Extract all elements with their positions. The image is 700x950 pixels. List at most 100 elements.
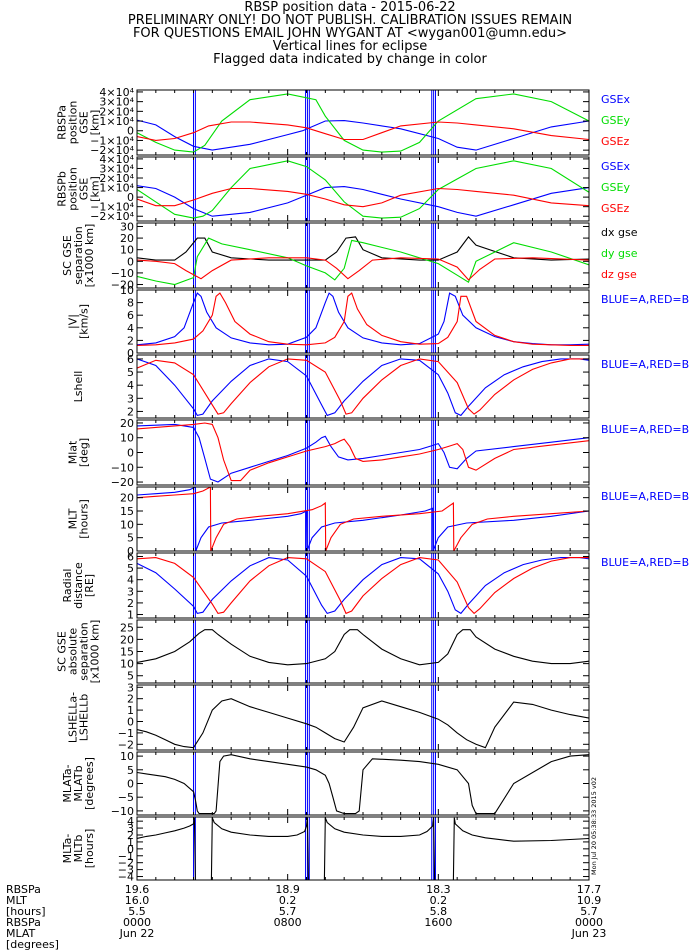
y-axis-label-line: RBSPa	[56, 105, 69, 140]
y-axis-label-line: [deg]	[78, 438, 91, 467]
panel-frame	[136, 816, 590, 881]
legend-entry: GSEx	[601, 160, 630, 173]
series-sep-0	[137, 236, 589, 261]
y-axis-label-line: [degrees]	[83, 757, 96, 810]
y-axis-label-line: MLT	[67, 508, 80, 529]
y-tick-label: 0	[127, 843, 134, 856]
y-axis-label-line: MLTb	[72, 835, 85, 863]
y-tick-label: 0	[127, 545, 134, 558]
y-axis-label-line: [km]	[89, 110, 102, 136]
y-axis-label: SC GSEseparation[x1000 km]	[61, 224, 96, 288]
footer-value: 0800	[274, 916, 302, 929]
y-tick-label: 4	[127, 322, 134, 335]
legend-entry: dz gse	[601, 268, 637, 281]
y-tick-label: 8	[127, 297, 134, 310]
series-abssep-0	[137, 629, 589, 666]
y-tick-label: −2×10⁴	[90, 210, 134, 223]
y-tick-label: −5	[118, 791, 134, 804]
y-axis-label: |V|[km/s]	[67, 304, 91, 339]
footer-value: 0000	[123, 916, 151, 929]
y-tick-label: 30	[120, 220, 134, 233]
legend-entry: BLUE=A,RED=B	[601, 556, 689, 569]
y-axis-label-line: SC GSE	[61, 235, 74, 276]
series-sep-1	[137, 237, 589, 286]
panel-frame	[136, 552, 590, 619]
y-axis-label-line: [km/s]	[78, 304, 91, 339]
y-axis-label: Mlat[deg]	[67, 438, 91, 467]
series-radial-0	[137, 557, 589, 615]
y-tick-label: 0	[127, 125, 134, 138]
y-tick-label: 1×10⁴	[99, 182, 134, 195]
y-axis-label-line: Lshell	[72, 371, 85, 403]
panel-frame	[136, 419, 590, 486]
y-tick-label: −1×10⁴	[90, 134, 134, 147]
panel-frame	[136, 751, 590, 816]
panel-frame	[136, 354, 590, 419]
footer-value: 0000	[575, 916, 603, 929]
y-tick-label: 10	[120, 658, 134, 671]
series-vel-1	[137, 292, 589, 346]
series-gse-b-0	[137, 185, 589, 217]
y-tick-label: 4	[127, 574, 134, 587]
footer-row-label: RBSPa	[6, 883, 41, 896]
y-tick-label: 3×10⁴	[99, 162, 134, 175]
y-tick-label: 20	[120, 633, 134, 646]
series-mlt-0	[137, 487, 589, 551]
y-tick-label: 0	[127, 191, 134, 204]
footer-row-label: [hours]	[6, 905, 46, 918]
footer-value: 5.5	[128, 905, 146, 918]
y-tick-label: 2	[127, 405, 134, 418]
legend-entry: BLUE=A,RED=B	[601, 423, 689, 436]
panel-frame	[136, 222, 590, 289]
contact-line: FOR QUESTIONS EMAIL JOHN WYGANT AT <wyga…	[132, 26, 568, 41]
series-mlt-1	[137, 487, 589, 551]
y-tick-label: 5	[127, 532, 134, 545]
footer-row-label: [degrees]	[6, 938, 59, 950]
y-axis-label-line: LSHELLa-	[67, 692, 80, 743]
legend-entry: GSEz	[601, 135, 629, 148]
series-gse-a-2	[137, 121, 589, 141]
y-axis-label-line: separation	[72, 226, 85, 285]
figure-title: RBSP position data - 2015-06-22	[244, 0, 456, 15]
y-axis-label-line: [hours]	[83, 829, 96, 869]
legend-entry: BLUE=A,RED=B	[601, 358, 689, 371]
footer-value: 18.3	[426, 883, 451, 896]
y-tick-label: 5	[127, 366, 134, 379]
y-axis-label-line: distance	[72, 562, 85, 609]
footer-value: 17.7	[577, 883, 602, 896]
y-axis-label-line: LSHELLb	[78, 694, 91, 742]
footer-value: 0.2	[430, 894, 448, 907]
y-axis-label-line: position	[67, 101, 80, 145]
y-tick-label: 10	[120, 244, 134, 257]
series-radial-1	[137, 557, 589, 615]
y-tick-label: 0	[127, 255, 134, 268]
y-axis-label-line: position	[67, 167, 80, 211]
y-tick-label: 0	[127, 447, 134, 460]
y-tick-label: 15	[120, 505, 134, 518]
footer-value: 5.8	[430, 905, 448, 918]
y-tick-label: −1	[118, 850, 134, 863]
y-tick-label: −2	[118, 857, 134, 870]
y-tick-label: 2×10⁴	[99, 172, 134, 185]
series-lshell-0	[137, 358, 589, 417]
y-tick-label: 2	[127, 829, 134, 842]
y-axis-label-line: Radial	[61, 569, 74, 603]
y-axis-label: RBSPapositionGSE[km]	[56, 101, 102, 145]
warning-line: PRELIMINARY ONLY! DO NOT PUBLISH. CALIBR…	[127, 13, 573, 28]
y-axis-label-line: absolute	[67, 628, 80, 676]
y-axis-label-line: [x1000 km]	[89, 620, 102, 684]
y-tick-label: −10	[111, 805, 134, 818]
y-axis-label: MLT[hours]	[67, 499, 91, 539]
series-gse-b-1	[137, 160, 589, 219]
y-axis-label: Radialdistance[RE]	[61, 562, 96, 609]
footer-value: 16.0	[125, 894, 150, 907]
y-tick-label: 6	[127, 550, 134, 563]
y-tick-label: 5	[127, 764, 134, 777]
eclipse-note: Vertical lines for eclipse	[272, 39, 428, 54]
panel-gse-b: 4×10⁴3×10⁴2×10⁴1×10⁴0−1×10⁴−2×10⁴RBSPbpo…	[56, 153, 631, 223]
y-axis-label: MLATa-MLATb[degrees]	[61, 757, 96, 810]
series-dlshell-0	[137, 698, 589, 749]
